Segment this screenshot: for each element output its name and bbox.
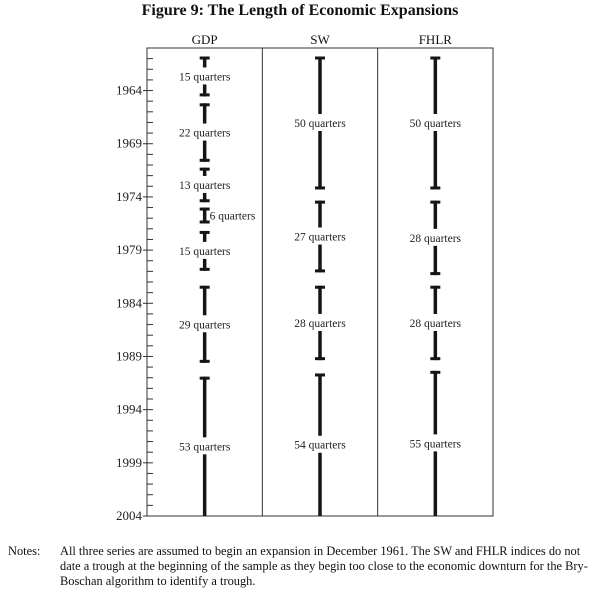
expansion-label: 28 quarters bbox=[294, 318, 346, 330]
expansion-bar: 28 quarters bbox=[288, 285, 352, 361]
y-tick-label: 2004 bbox=[116, 508, 143, 523]
y-tick-label: 1999 bbox=[116, 455, 142, 470]
expansion-bar: 28 quarters bbox=[403, 285, 468, 361]
label-bg bbox=[403, 113, 468, 131]
notes-label: Notes: bbox=[8, 544, 41, 558]
expansion-label: 28 quarters bbox=[410, 233, 462, 245]
column-header-gdp: GDP bbox=[192, 32, 218, 47]
label-bg bbox=[172, 241, 237, 259]
expansion-label: 28 quarters bbox=[410, 318, 462, 330]
label-bg bbox=[172, 175, 237, 193]
expansion-label: 53 quarters bbox=[179, 441, 231, 453]
expansion-bar: 15 quarters bbox=[172, 230, 237, 271]
expansions-chart: 1964 1969 1974 1979 1984 1989 1994 1999 2004 GDP 1… bbox=[116, 32, 494, 523]
expansion-label: 22 quarters bbox=[179, 128, 231, 140]
expansion-bar: 22 quarters bbox=[172, 103, 237, 162]
expansion-bar: 50 quarters bbox=[288, 56, 352, 190]
label-bg bbox=[288, 313, 352, 331]
expansion-label: 27 quarters bbox=[294, 232, 346, 244]
label-bg bbox=[288, 227, 352, 245]
expansion-label: 50 quarters bbox=[410, 118, 462, 130]
label-bg bbox=[403, 228, 468, 246]
expansion-bar: 6 quarters bbox=[199, 207, 256, 224]
expansion-label: 15 quarters bbox=[179, 246, 231, 258]
y-tick-label: 1984 bbox=[116, 295, 143, 310]
y-tick-label: 1989 bbox=[116, 348, 142, 363]
expansion-bar: 55 quarters bbox=[403, 370, 468, 516]
expansion-bar: 53 quarters bbox=[172, 376, 237, 516]
label-bg bbox=[288, 113, 352, 131]
column-header-sw: SW bbox=[310, 32, 330, 47]
column-header-fhlr: FHLR bbox=[419, 32, 453, 47]
y-tick-label: 1974 bbox=[116, 189, 143, 204]
notes-text: All three series are assumed to begin an… bbox=[60, 544, 588, 588]
label-bg bbox=[172, 123, 237, 141]
expansion-label: 55 quarters bbox=[410, 438, 462, 450]
label-bg bbox=[403, 313, 468, 331]
expansion-bar: 13 quarters bbox=[172, 167, 237, 203]
expansion-label: 15 quarters bbox=[179, 71, 231, 83]
expansion-label: 50 quarters bbox=[294, 118, 346, 130]
y-tick-label: 1994 bbox=[116, 402, 143, 417]
expansion-bar: 27 quarters bbox=[288, 200, 352, 273]
expansion-label: 54 quarters bbox=[294, 440, 346, 452]
expansion-bar: 50 quarters bbox=[403, 56, 468, 190]
label-bg bbox=[403, 434, 468, 452]
label-bg bbox=[172, 67, 237, 85]
expansion-label: 13 quarters bbox=[179, 180, 231, 192]
expansion-bar: 29 quarters bbox=[172, 285, 237, 363]
chart-title: Figure 9: The Length of Economic Expansi… bbox=[141, 2, 459, 19]
y-tick-label: 1969 bbox=[116, 136, 142, 151]
expansion-bar: 54 quarters bbox=[288, 373, 352, 516]
expansion-bar: 28 quarters bbox=[403, 200, 468, 276]
notes: Notes: All three series are assumed to b… bbox=[8, 544, 588, 589]
expansion-label: 29 quarters bbox=[179, 319, 231, 331]
y-tick-label: 1964 bbox=[116, 83, 143, 98]
expansion-bar: 15 quarters bbox=[172, 56, 237, 97]
y-tick-label: 1979 bbox=[116, 242, 142, 257]
label-bg bbox=[172, 315, 237, 333]
expansion-label: 6 quarters bbox=[210, 211, 256, 223]
label-bg bbox=[288, 435, 352, 453]
label-bg bbox=[172, 437, 237, 455]
